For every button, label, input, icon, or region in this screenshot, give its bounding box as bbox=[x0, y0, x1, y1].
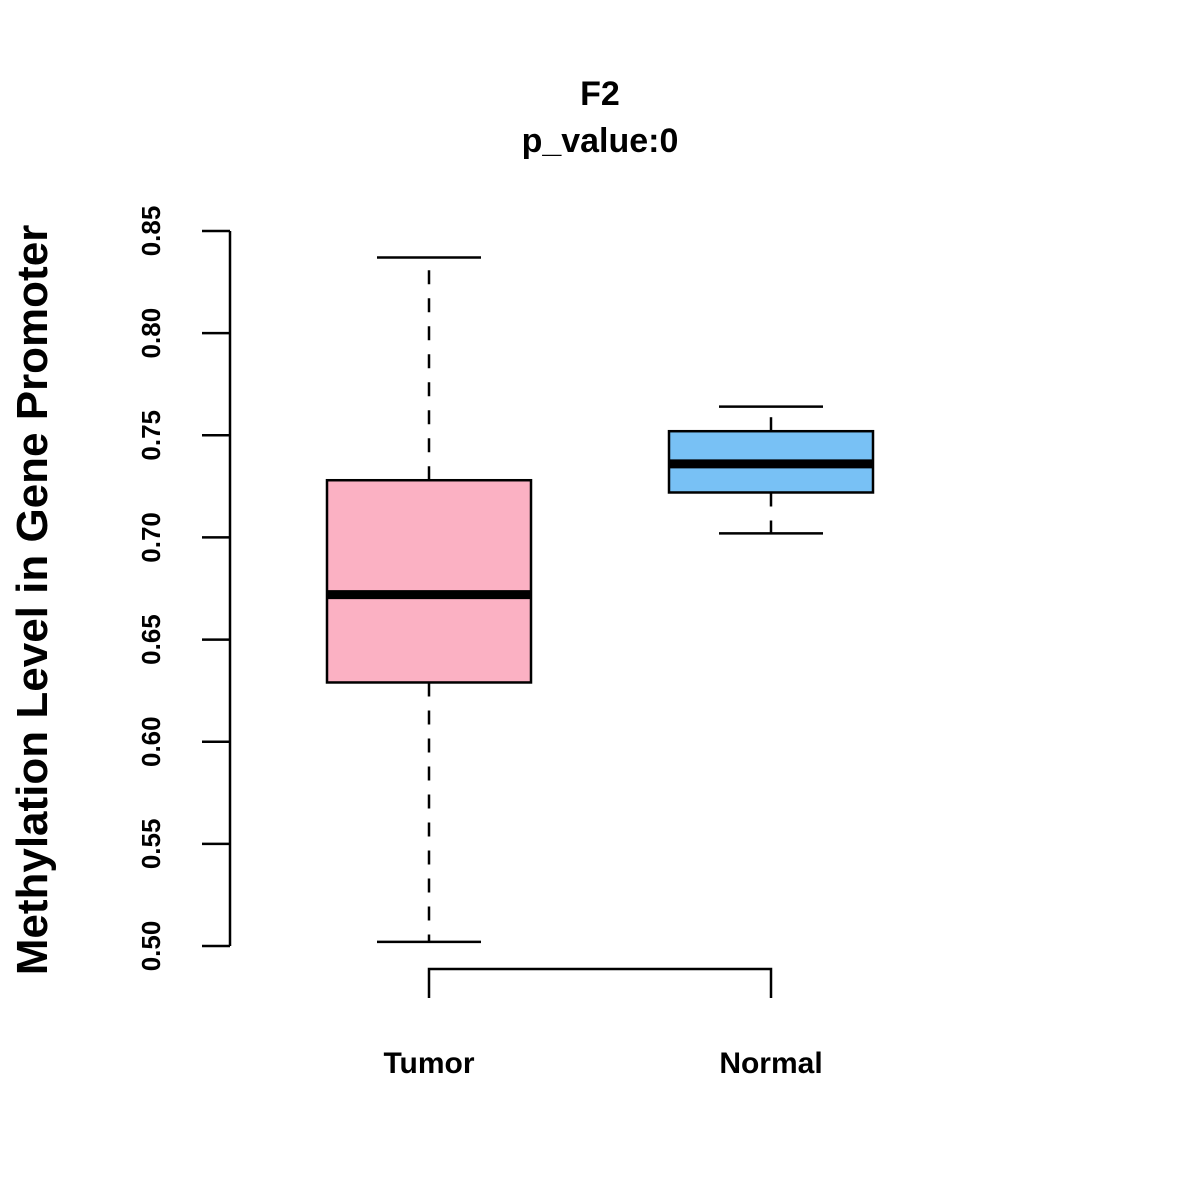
y-axis-label: Methylation Level in Gene Promoter bbox=[8, 225, 57, 976]
bracket-line bbox=[427, 967, 773, 998]
category-label-normal: Normal bbox=[719, 1047, 822, 1080]
y-tick-label: 0.55 bbox=[136, 819, 166, 870]
y-tick-label: 0.75 bbox=[136, 410, 166, 461]
category-label-tumor: Tumor bbox=[383, 1047, 474, 1080]
y-tick-label: 0.80 bbox=[136, 308, 166, 359]
category-labels: Tumor Normal bbox=[383, 1047, 822, 1080]
chart-title: F2 bbox=[580, 75, 620, 113]
chart-subtitle: p_value:0 bbox=[522, 122, 679, 160]
iqr-box bbox=[325, 478, 533, 684]
y-tick-label: 0.60 bbox=[136, 716, 166, 767]
boxes bbox=[325, 256, 875, 944]
box-tumor bbox=[325, 256, 533, 944]
y-tick-label: 0.65 bbox=[136, 614, 166, 665]
y-tick-label: 0.50 bbox=[136, 921, 166, 972]
y-axis: 0.50 0.55 0.60 0.65 0.70 0.75 0.80 0.85 bbox=[136, 206, 232, 972]
y-tick-label: 0.70 bbox=[136, 512, 166, 563]
comparison-bracket bbox=[427, 967, 773, 998]
box-normal bbox=[667, 405, 875, 535]
y-tick-label: 0.85 bbox=[136, 206, 166, 257]
